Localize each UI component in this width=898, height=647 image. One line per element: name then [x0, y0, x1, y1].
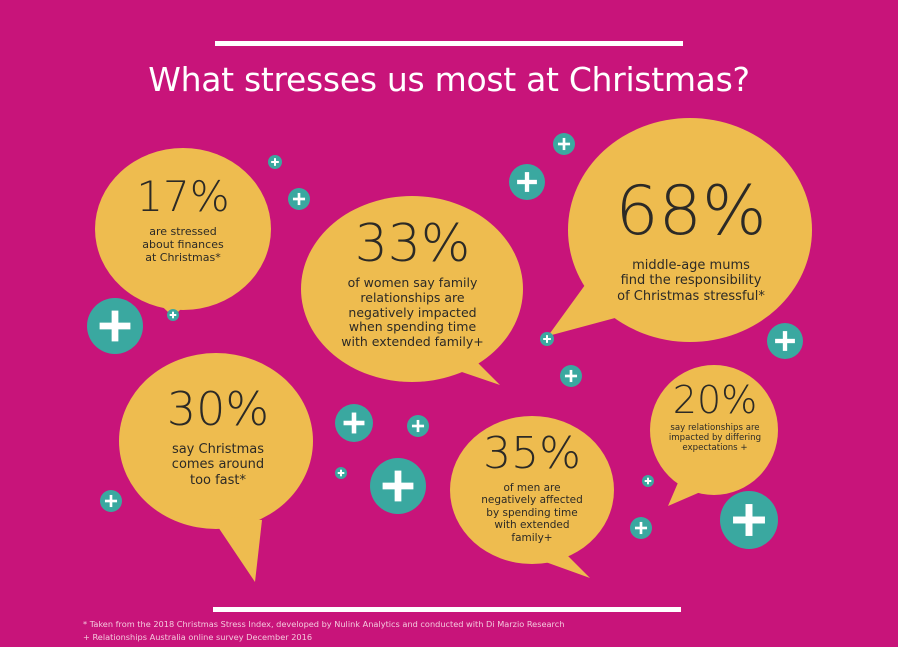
stat-caption-line: when spending time: [348, 319, 477, 335]
speech-bubbles: [95, 118, 812, 582]
stat-caption-line: negatively affected: [481, 494, 583, 507]
top-divider: [215, 41, 683, 46]
plus-circle-icon: [540, 332, 554, 346]
stat-value: 35%: [483, 428, 581, 479]
stat-caption-line: by spending time: [486, 506, 578, 519]
stat-caption-line: find the responsibility: [620, 273, 762, 289]
stat-caption-line: say Christmas: [171, 442, 265, 457]
plus-circle-icon: [335, 467, 347, 479]
plus-circle-icon: [630, 517, 652, 539]
plus-circle-icon: [87, 298, 143, 354]
stat-value: 68%: [615, 172, 767, 251]
plus-circle-group: [87, 133, 803, 549]
stat-caption-line: comes around: [171, 457, 265, 473]
stat-68: 68% middle-age mums find the responsibil…: [585, 178, 797, 304]
stat-caption-line: middle-age mums: [632, 258, 750, 273]
stat-value: 30%: [166, 382, 270, 436]
stat-caption-line: relationships are: [360, 289, 465, 305]
stat-30: 30% say Christmas comes around too fast*: [140, 386, 296, 488]
speech-bubble-17: [95, 148, 271, 314]
stat-value: 20%: [672, 378, 758, 422]
plus-circle-icon: [335, 404, 373, 442]
stat-caption-line: with extended: [494, 519, 570, 532]
plus-circle-icon: [288, 188, 310, 210]
stat-value: 17%: [136, 172, 230, 221]
page-title: What stresses us most at Christmas?: [148, 60, 750, 99]
stat-17: 17% are stressed about finances at Chris…: [110, 176, 256, 265]
speech-bubble-68: [548, 118, 812, 342]
plus-circle-icon: [167, 309, 179, 321]
plus-circle-icon: [767, 323, 803, 359]
stat-caption-line: about finances: [142, 237, 224, 251]
stat-caption-line: say relationships are: [670, 423, 760, 433]
stat-35: 35% of men are negatively affected by sp…: [460, 432, 604, 544]
speech-bubble-35: [450, 416, 614, 578]
stat-caption-line: expectations +: [682, 443, 748, 454]
stat-caption-line: of Christmas stressful*: [617, 288, 765, 304]
plus-circle-icon: [720, 491, 778, 549]
stat-33: 33% of women say family relationships ar…: [315, 218, 510, 350]
footnote-source: * Taken from the 2018 Christmas Stress I…: [83, 619, 565, 629]
stat-caption-line: are stressed: [149, 225, 217, 238]
stat-caption-line: family+: [511, 531, 553, 544]
plus-circle-icon: [268, 155, 282, 169]
stat-caption-line: of women say family: [347, 275, 478, 290]
plus-circle-icon: [100, 490, 122, 512]
plus-circle-icon: [553, 133, 575, 155]
plus-circle-icon: [642, 475, 654, 487]
plus-circle-icon: [370, 458, 426, 514]
bottom-divider: [213, 607, 681, 612]
stat-caption-line: at Christmas*: [145, 250, 221, 264]
plus-circle-icon: [509, 164, 545, 200]
speech-bubble-20: [650, 365, 778, 506]
stat-value: 33%: [354, 214, 471, 274]
footnote-survey: + Relationships Australia online survey …: [83, 632, 313, 642]
stat-caption-line: impacted by differing: [668, 433, 762, 444]
stat-20: 20% say relationships are impacted by di…: [656, 381, 774, 453]
plus-circle-icon: [407, 415, 429, 437]
stat-caption-line: negatively impacted: [348, 304, 477, 320]
speech-bubble-30: [119, 353, 313, 582]
stat-caption-line: too fast*: [189, 472, 247, 488]
stat-caption-line: with extended family+: [341, 334, 484, 349]
speech-bubble-33: [301, 196, 523, 385]
plus-circle-icon: [560, 365, 582, 387]
stat-caption-line: of men are: [503, 482, 561, 494]
